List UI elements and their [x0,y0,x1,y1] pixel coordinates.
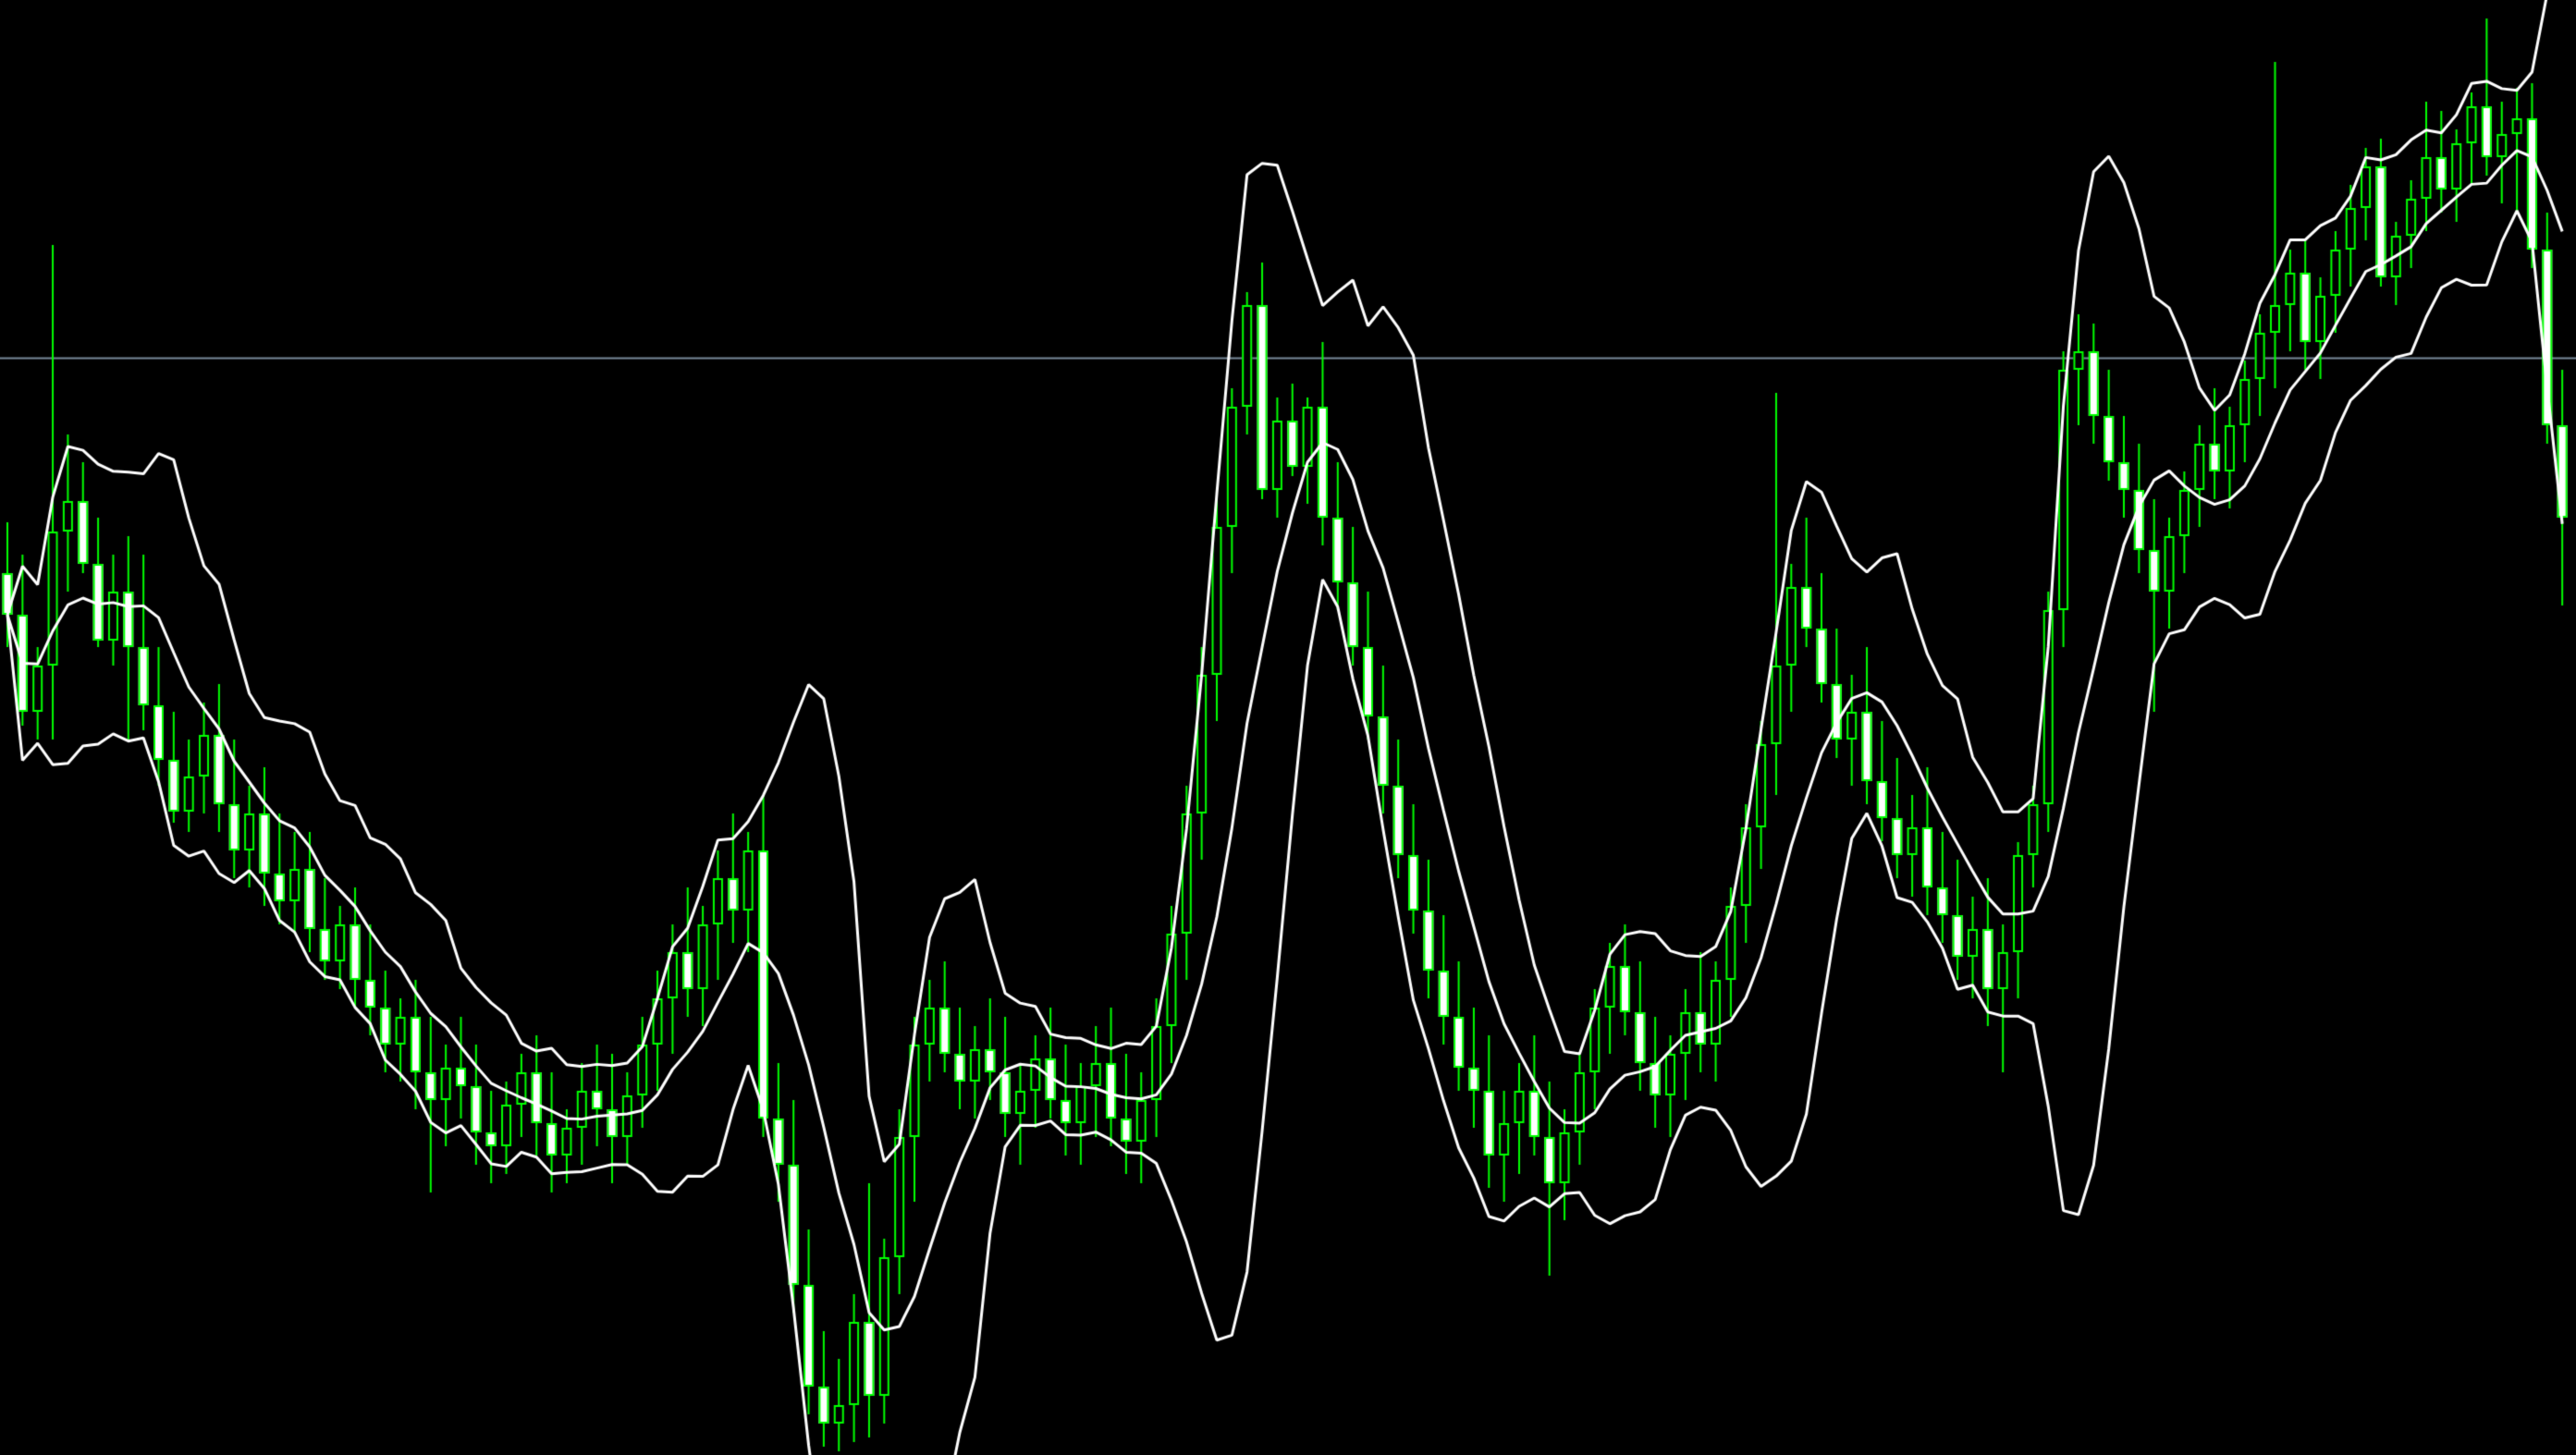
price-chart-canvas[interactable] [0,0,2576,1455]
trading-chart-window [0,0,2576,1455]
